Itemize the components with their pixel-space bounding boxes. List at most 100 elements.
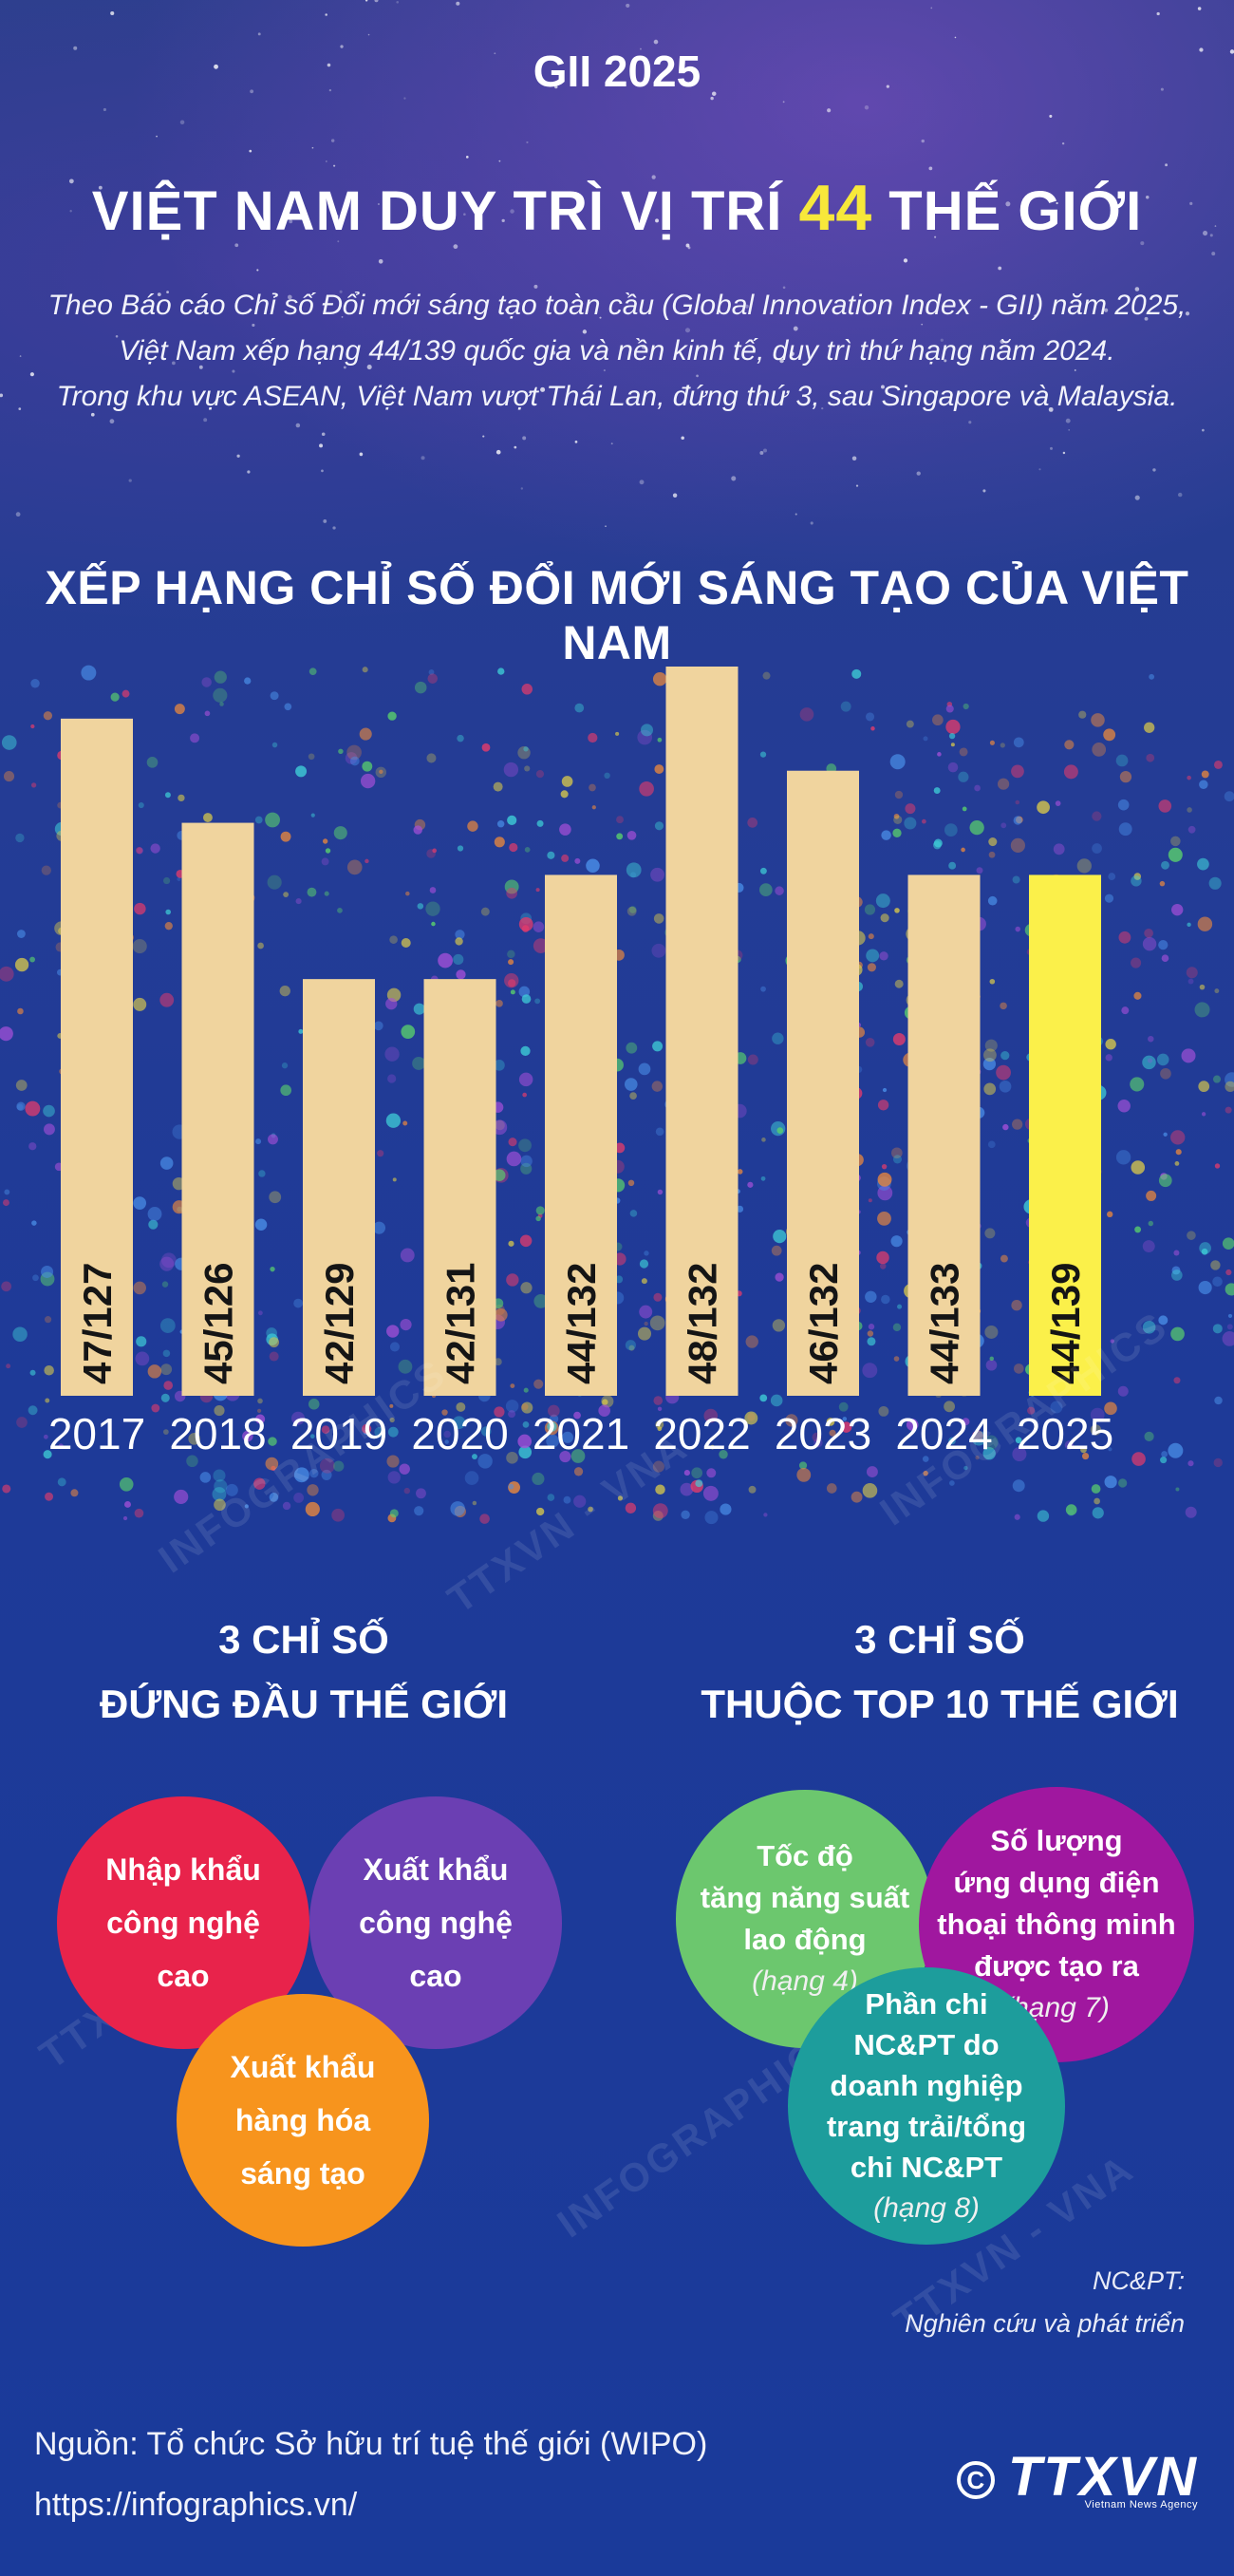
- background-dot: [308, 753, 315, 761]
- bar-2019: [303, 979, 375, 1396]
- background-dot: [1149, 673, 1155, 680]
- background-dot: [1090, 1407, 1105, 1422]
- background-dot: [244, 677, 252, 685]
- background-dot: [851, 1491, 863, 1503]
- background-dot: [760, 986, 766, 992]
- background-dot: [851, 668, 862, 679]
- background-sparkle: [337, 240, 340, 243]
- circle-line: tăng năng suất: [700, 1881, 910, 1914]
- background-dot: [57, 1477, 66, 1487]
- source-url[interactable]: https://infographics.vn/: [34, 2487, 358, 2523]
- background-sparkle: [365, 0, 368, 2]
- background-dot: [524, 847, 531, 853]
- circle-line: cao: [409, 1959, 462, 1993]
- background-dot: [403, 1487, 410, 1495]
- background-dot: [982, 1057, 997, 1071]
- bar-2018: [181, 822, 254, 1396]
- background-dot: [414, 681, 427, 694]
- background-dot: [989, 1356, 995, 1362]
- background-dot: [1131, 957, 1142, 968]
- background-dot: [1104, 893, 1114, 903]
- background-dot: [615, 1275, 624, 1284]
- background-sparkle: [655, 218, 659, 223]
- background-dot: [270, 691, 279, 701]
- background-dot: [244, 1504, 249, 1509]
- background-dot: [373, 1021, 383, 1031]
- background-dot: [862, 1483, 878, 1498]
- background-dot: [305, 1501, 320, 1517]
- background-dot: [1076, 858, 1092, 874]
- background-dot: [1013, 1363, 1024, 1374]
- background-dot: [212, 1487, 227, 1502]
- background-dot: [812, 1432, 822, 1442]
- background-dot: [1108, 873, 1116, 880]
- background-dot: [58, 1443, 64, 1449]
- background-sparkle: [779, 358, 784, 364]
- background-dot: [405, 891, 410, 896]
- background-dot: [147, 1364, 162, 1379]
- background-dot: [456, 969, 466, 980]
- year-label: 2019: [290, 1409, 387, 1458]
- background-dot: [455, 937, 463, 946]
- circle-line: cao: [157, 1959, 210, 1993]
- background-dot: [480, 907, 490, 916]
- background-dot: [1181, 1048, 1196, 1063]
- background-sparkle: [1202, 428, 1205, 432]
- background-dot: [188, 1433, 201, 1445]
- background-dot: [975, 1455, 980, 1460]
- background-dot: [444, 1439, 449, 1444]
- background-dot: [604, 772, 610, 780]
- background-dot: [626, 906, 637, 916]
- circle-rank: (hạng 4): [752, 1965, 858, 1997]
- background-sparkle: [921, 139, 925, 143]
- background-dot: [892, 1033, 906, 1046]
- background-sparkle: [203, 418, 208, 423]
- background-sparkle: [1050, 446, 1053, 450]
- background-sparkle: [639, 479, 645, 485]
- background-dot: [70, 1489, 79, 1497]
- background-dot: [1092, 811, 1102, 821]
- background-dot: [984, 1325, 999, 1339]
- background-dot: [644, 1321, 648, 1326]
- background-dot: [280, 831, 291, 842]
- background-dot: [1063, 764, 1078, 780]
- background-dot: [627, 1179, 635, 1187]
- background-dot: [257, 942, 264, 950]
- background-dot: [151, 1403, 160, 1413]
- background-dot: [958, 771, 969, 782]
- background-dot: [1131, 1452, 1146, 1466]
- background-dot: [639, 780, 654, 797]
- background-dot: [399, 1463, 410, 1475]
- background-dot: [840, 1421, 852, 1433]
- background-dot: [704, 1511, 719, 1525]
- background-dot: [547, 1494, 555, 1501]
- background-dot: [1214, 1163, 1221, 1169]
- background-dot: [535, 888, 540, 893]
- background-dot: [1119, 770, 1132, 783]
- background-dot: [506, 887, 518, 899]
- background-sparkle: [359, 452, 364, 457]
- background-dot: [136, 847, 143, 855]
- background-dot: [1090, 1424, 1102, 1436]
- background-dot: [45, 1398, 50, 1403]
- background-sparkle: [1214, 225, 1217, 227]
- background-dot: [494, 1060, 505, 1071]
- background-dot: [134, 902, 146, 915]
- circle-line: chi NC&PT: [850, 2151, 1003, 2184]
- background-dot: [1210, 1260, 1221, 1270]
- background-dot: [1133, 991, 1142, 1000]
- background-sparkle: [232, 369, 235, 373]
- background-dot: [387, 1471, 401, 1484]
- background-dot: [30, 724, 35, 729]
- background-sparkle: [1140, 241, 1145, 246]
- circle-line: doanh nghiệp: [830, 2069, 1023, 2102]
- background-dot: [628, 906, 637, 913]
- background-dot: [2, 1199, 9, 1207]
- background-dot: [307, 1484, 319, 1496]
- background-dot: [362, 1423, 372, 1434]
- background-dot: [1091, 713, 1105, 727]
- background-dot: [950, 743, 955, 747]
- bar-2025: [1029, 874, 1101, 1396]
- background-sparkle: [1134, 287, 1140, 291]
- background-dot: [392, 1177, 397, 1182]
